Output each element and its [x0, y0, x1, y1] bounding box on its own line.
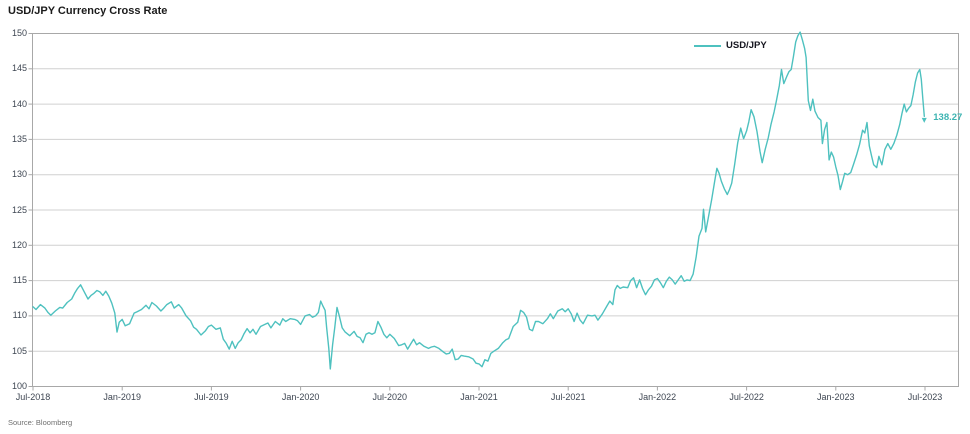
legend-line-swatch-icon [694, 44, 721, 47]
y-axis-tick-label: 120 [11, 239, 27, 250]
price-line [32, 31, 925, 370]
x-axis-tick-label: Jul-2020 [372, 392, 408, 402]
y-axis-tick-label: 145 [11, 63, 27, 74]
x-axis-tick-label: Jan-2022 [638, 392, 677, 402]
y-axis-tick-label: 105 [11, 345, 27, 356]
y-axis-tick-label: 110 [12, 310, 27, 321]
legend-series-label: USD/JPY [726, 40, 767, 51]
x-axis-tick-label: Jan-2023 [817, 392, 855, 402]
x-axis-tick-label: Jan-2020 [281, 392, 320, 402]
y-axis-tick-label: 100 [11, 381, 27, 391]
x-axis-tick-label: Jul-2019 [194, 392, 229, 402]
y-axis-tick-label: 125 [11, 204, 27, 215]
x-axis-tick-label: Jan-2019 [103, 392, 141, 402]
y-axis-tick-label: 130 [11, 169, 27, 180]
legend: USD/JPY [694, 40, 767, 51]
chart-title: USD/JPY Currency Cross Rate [8, 5, 168, 17]
x-axis-tick-label: Jul-2022 [729, 392, 764, 402]
x-axis-tick-label: Jul-2023 [907, 392, 943, 402]
y-axis-tick-label: 115 [12, 275, 27, 286]
source-note: Source: Bloomberg [8, 418, 73, 427]
end-marker-icon [921, 117, 927, 123]
x-axis-tick-label: Jul-2021 [550, 392, 586, 402]
y-axis-tick-label: 150 [11, 28, 27, 38]
y-axis-tick-label: 140 [11, 98, 27, 109]
y-axis-tick-label: 135 [11, 133, 27, 144]
x-axis-tick-label: Jan-2021 [460, 392, 498, 402]
last-value-label: 138.27 [933, 112, 963, 124]
x-axis-tick-label: Jul-2018 [15, 392, 51, 402]
